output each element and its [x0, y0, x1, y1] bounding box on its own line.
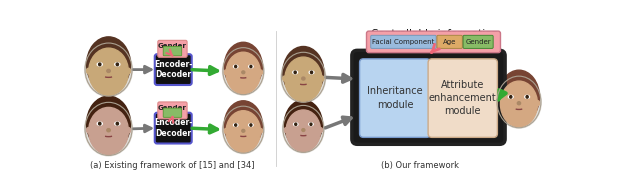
Text: Gender: Gender: [158, 43, 187, 50]
Ellipse shape: [499, 101, 502, 106]
Ellipse shape: [226, 111, 260, 152]
Ellipse shape: [84, 43, 132, 97]
Ellipse shape: [250, 124, 252, 126]
Ellipse shape: [509, 96, 512, 98]
Ellipse shape: [301, 77, 305, 80]
Ellipse shape: [224, 129, 228, 133]
Ellipse shape: [249, 124, 253, 126]
FancyBboxPatch shape: [163, 46, 182, 56]
FancyBboxPatch shape: [360, 59, 431, 137]
Ellipse shape: [107, 69, 110, 73]
Text: Encoder-
Decoder: Encoder- Decoder: [154, 60, 193, 79]
Ellipse shape: [499, 70, 540, 124]
Ellipse shape: [242, 71, 245, 74]
Ellipse shape: [86, 96, 131, 151]
Ellipse shape: [115, 63, 120, 66]
Ellipse shape: [295, 123, 297, 125]
Ellipse shape: [526, 96, 528, 98]
Ellipse shape: [127, 68, 131, 74]
Ellipse shape: [107, 129, 110, 132]
Ellipse shape: [223, 106, 264, 153]
Ellipse shape: [224, 101, 262, 149]
Ellipse shape: [536, 101, 540, 106]
Text: Attribute
enhancement
module: Attribute enhancement module: [429, 80, 497, 116]
Ellipse shape: [127, 128, 131, 133]
Ellipse shape: [234, 124, 238, 126]
Ellipse shape: [310, 71, 312, 74]
Ellipse shape: [308, 123, 313, 126]
Ellipse shape: [285, 57, 322, 101]
Text: Encoder-
Decoder: Encoder- Decoder: [154, 118, 193, 138]
Ellipse shape: [224, 70, 228, 75]
Ellipse shape: [283, 46, 324, 98]
FancyBboxPatch shape: [155, 113, 192, 144]
Text: (b) Our framework: (b) Our framework: [381, 161, 460, 170]
FancyBboxPatch shape: [158, 102, 187, 119]
Ellipse shape: [283, 105, 324, 153]
FancyBboxPatch shape: [367, 31, 500, 53]
Ellipse shape: [294, 71, 296, 74]
Ellipse shape: [223, 47, 264, 95]
Ellipse shape: [84, 102, 132, 156]
Ellipse shape: [89, 48, 129, 95]
Ellipse shape: [99, 63, 101, 66]
Ellipse shape: [226, 52, 260, 94]
Text: (a) Existing framework of [15] and [34]: (a) Existing framework of [15] and [34]: [90, 161, 255, 170]
Ellipse shape: [115, 122, 120, 125]
Ellipse shape: [99, 122, 101, 125]
Ellipse shape: [97, 122, 102, 125]
Ellipse shape: [508, 95, 513, 98]
Ellipse shape: [250, 65, 252, 68]
Ellipse shape: [281, 52, 326, 103]
Ellipse shape: [310, 123, 312, 125]
Ellipse shape: [319, 128, 323, 132]
Ellipse shape: [86, 37, 131, 92]
Ellipse shape: [284, 128, 287, 132]
Ellipse shape: [242, 129, 245, 132]
FancyBboxPatch shape: [163, 108, 182, 117]
Text: Facial Component: Facial Component: [372, 39, 435, 45]
FancyBboxPatch shape: [463, 35, 493, 48]
Ellipse shape: [116, 122, 118, 125]
Ellipse shape: [286, 110, 321, 152]
Ellipse shape: [259, 129, 262, 133]
FancyBboxPatch shape: [371, 35, 436, 48]
FancyBboxPatch shape: [155, 54, 192, 85]
Ellipse shape: [224, 42, 262, 91]
Ellipse shape: [302, 129, 305, 131]
Ellipse shape: [497, 76, 541, 128]
Ellipse shape: [283, 76, 287, 81]
Ellipse shape: [86, 68, 90, 74]
Ellipse shape: [500, 81, 538, 127]
Text: Gender: Gender: [465, 39, 491, 45]
Text: Age: Age: [443, 39, 456, 45]
Text: Inheritance
module: Inheritance module: [367, 87, 423, 110]
Ellipse shape: [86, 128, 90, 133]
Text: Gender: Gender: [158, 105, 187, 111]
Ellipse shape: [320, 76, 324, 81]
Ellipse shape: [259, 70, 262, 75]
Ellipse shape: [284, 100, 323, 149]
Ellipse shape: [235, 124, 237, 126]
Ellipse shape: [97, 63, 102, 66]
Ellipse shape: [292, 71, 298, 74]
Ellipse shape: [249, 65, 253, 68]
Ellipse shape: [116, 63, 118, 66]
FancyBboxPatch shape: [158, 40, 187, 57]
Ellipse shape: [525, 95, 529, 98]
Text: Controllable information: Controllable information: [371, 29, 498, 39]
Ellipse shape: [294, 123, 298, 126]
Ellipse shape: [235, 65, 237, 68]
FancyBboxPatch shape: [428, 59, 497, 137]
FancyBboxPatch shape: [352, 50, 505, 144]
Ellipse shape: [309, 71, 314, 74]
Ellipse shape: [234, 65, 238, 68]
FancyBboxPatch shape: [437, 35, 462, 48]
Ellipse shape: [89, 107, 129, 155]
Ellipse shape: [517, 102, 520, 105]
